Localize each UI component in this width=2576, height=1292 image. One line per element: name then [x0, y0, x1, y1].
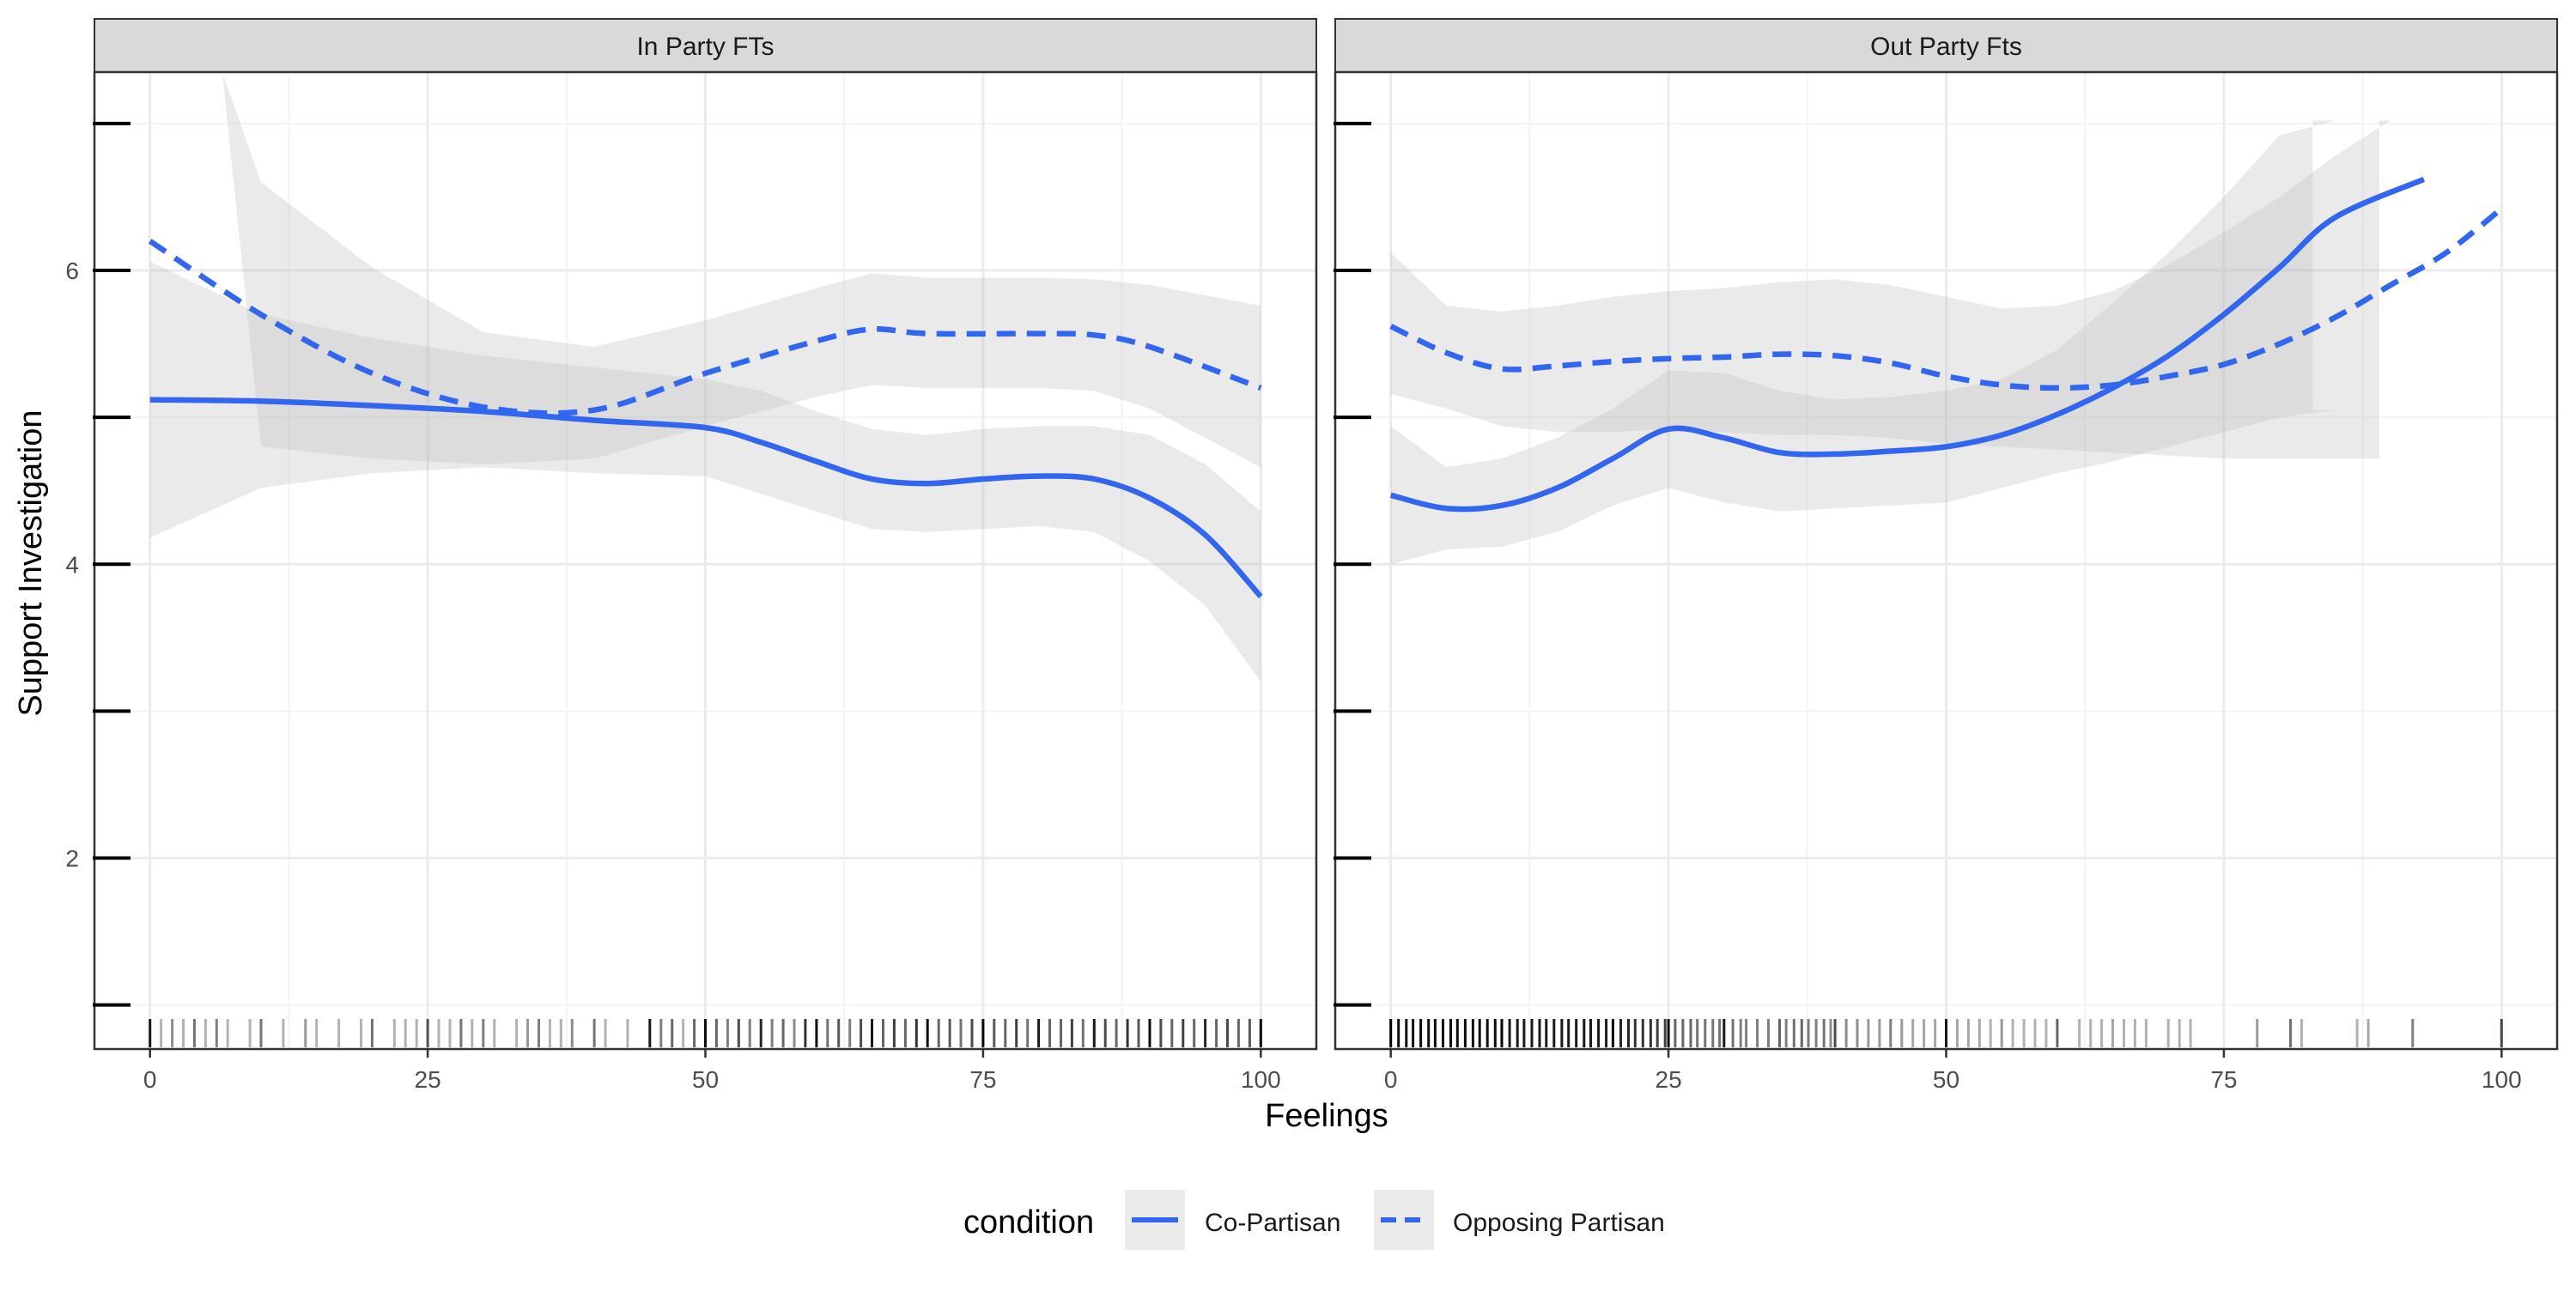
y-tick-label: 2	[65, 846, 79, 872]
smooth-line-co-partisan	[149, 397, 1263, 599]
panel-1: Out Party Fts 0 25 50 75 100	[1334, 18, 2559, 1093]
x-tick-label: 50	[692, 1066, 719, 1093]
panel-title: In Party FTs	[636, 33, 774, 61]
x-tick-label: 100	[2482, 1066, 2522, 1093]
panel-0: In Party FTs 0 25 50 75 100 2 4 6	[65, 18, 1318, 1093]
legend: condition Co-Partisan Opposing Partisan	[963, 1190, 1665, 1250]
confidence-ribbon-co-partisan	[149, 261, 1261, 682]
legend-key-co-partisan	[1125, 1190, 1185, 1250]
panels-layer: In Party FTs 0 25 50 75 100 2 4 6 Out Party Fts 0 2…	[65, 18, 2559, 1093]
confidence-ribbon-opposing-partisan	[1390, 120, 2446, 459]
x-axis-title: Feelings	[1265, 1098, 1388, 1134]
smooth-line-opposing-partisan	[1389, 206, 2504, 391]
x-tick-label: 75	[2210, 1066, 2237, 1093]
x-tick-label: 25	[1656, 1066, 1682, 1093]
legend-key-opposing-partisan	[1374, 1190, 1434, 1250]
legend-title: condition	[963, 1204, 1094, 1240]
smooth-line-co-partisan	[1389, 176, 2426, 513]
panel-title: Out Party Fts	[1870, 33, 2022, 61]
x-tick-label: 0	[1384, 1066, 1398, 1093]
y-tick-label: 4	[65, 551, 79, 578]
confidence-ribbon-opposing-partisan	[222, 72, 1261, 468]
panel-strip	[1334, 18, 2558, 73]
x-tick-label: 100	[1241, 1066, 1281, 1093]
legend-label-co-partisan: Co-Partisan	[1205, 1209, 1340, 1237]
x-tick-label: 0	[143, 1066, 157, 1093]
y-axis-title: Support Investigation	[13, 409, 49, 716]
x-tick-label: 25	[415, 1066, 441, 1093]
legend-label-opposing-partisan: Opposing Partisan	[1453, 1209, 1665, 1237]
panel-strip	[94, 18, 1317, 73]
smooth-line-opposing-partisan	[148, 239, 1262, 416]
x-tick-label: 50	[1933, 1066, 1959, 1093]
x-tick-label: 75	[969, 1066, 996, 1093]
y-tick-label: 6	[65, 258, 79, 284]
